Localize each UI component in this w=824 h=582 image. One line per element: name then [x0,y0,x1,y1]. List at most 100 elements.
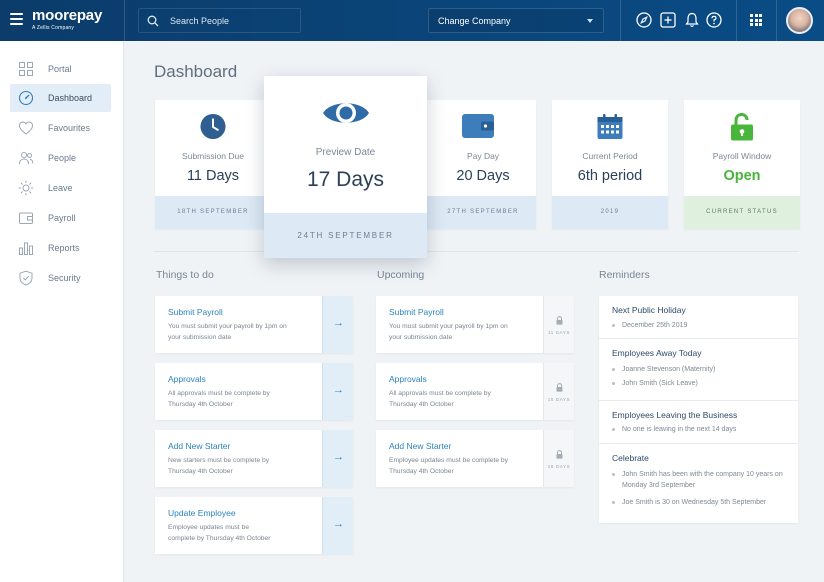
add-icon[interactable] [660,12,676,28]
sidebar-item-reports[interactable]: Reports [10,234,111,262]
task-title[interactable]: Approvals [389,374,427,384]
sidebar-item-security[interactable]: Security [10,264,111,292]
reminders-panel: Next Public Holiday December 25th 2019 E… [599,296,798,523]
days-remaining: 11 DAYS [547,330,571,335]
divider [154,251,799,252]
go-button[interactable]: → [322,430,353,487]
card-preview-date[interactable]: Preview Date 17 Days 24TH SEPTEMBER [264,76,427,258]
sidebar-item-favourites[interactable]: Favourites [10,114,111,142]
things-to-do-heading: Things to do [156,269,214,281]
todo-item-update-employee[interactable]: Update Employee Employee updates must be… [155,497,353,554]
task-title[interactable]: Add New Starter [389,441,452,451]
sidebar-item-label: Payroll [48,213,76,223]
days-remaining: 15 DAYS [547,397,571,402]
people-icon [19,152,34,165]
card-payroll-window[interactable]: Payroll Window Open CURRENT STATUS [684,100,800,229]
card-footer: 2019 [552,196,668,229]
divider [776,0,777,41]
lock-icon [556,383,563,392]
bar-chart-icon [19,242,33,255]
sidebar-item-label: People [48,153,77,163]
task-title[interactable]: Approvals [168,374,206,384]
sidebar-item-dashboard[interactable]: Dashboard [10,84,111,112]
sidebar-item-portal[interactable]: Portal [10,55,111,83]
reminder-heading: Next Public Holiday [612,305,686,315]
gauge-icon [18,90,34,106]
card-submission-due[interactable]: Submission Due 11 Days 18TH SEPTEMBER [155,100,271,229]
card-label: Payroll Window [712,151,772,161]
card-value: 20 Days [456,168,510,184]
upcoming-item-add-new-starter[interactable]: Add New Starter Employee updates must be… [376,430,574,487]
todo-item-approvals[interactable]: Approvals All approvals must be complete… [155,363,353,420]
upcoming-item-approvals[interactable]: Approvals All approvals must be complete… [376,363,574,420]
card-pay-day[interactable]: Pay Day 20 Days 27TH SEPTEMBER [420,100,536,229]
sidebar-item-label: Portal [48,64,72,74]
top-bar: moorepay A Zellis Company Search People C… [0,0,824,41]
calendar-icon [597,114,623,139]
sun-icon [18,180,34,196]
lock-icon [556,450,563,459]
reminder-heading: Employees Away Today [612,348,702,358]
apps-grid-icon[interactable] [750,14,762,26]
card-footer: 24TH SEPTEMBER [264,213,427,258]
divider [736,0,737,41]
sidebar-item-label: Dashboard [48,93,93,103]
card-current-period[interactable]: Current Period 6th period 2019 [552,100,668,229]
reminder-section: Next Public Holiday December 25th 2019 [599,296,798,339]
status-value: Open [723,168,761,184]
locked-status: 15 DAYS [543,363,574,420]
search-placeholder: Search People [170,16,230,26]
clock-icon [200,113,226,140]
compass-icon[interactable] [636,12,652,28]
sidebar-item-label: Leave [48,183,73,193]
reminder-heading: Employees Leaving the Business [612,410,738,420]
card-value: 11 Days [186,168,240,184]
arrow-right-icon: → [333,451,344,463]
divider [620,0,621,41]
card-footer: 27TH SEPTEMBER [420,196,536,229]
task-title[interactable]: Submit Payroll [389,307,444,317]
go-button[interactable]: → [322,363,353,420]
help-icon[interactable] [706,12,722,28]
change-company-label: Change Company [438,16,511,26]
lock-icon [556,316,563,325]
sidebar-item-leave[interactable]: Leave [10,174,111,202]
page-title: Dashboard [154,62,238,81]
card-label: Submission Due [182,151,244,161]
logo[interactable]: moorepay A Zellis Company [32,7,103,32]
reminder-section: Employees Away Today Joanne Stevenson (M… [599,339,798,401]
search-input[interactable]: Search People [138,8,301,33]
card-footer: CURRENT STATUS [684,196,800,229]
reminder-section: Celebrate John Smith has been with the c… [612,453,783,506]
bell-icon[interactable] [684,12,700,28]
task-description: New starters must be complete by Thursda… [168,457,270,475]
shield-icon [19,270,33,286]
go-button[interactable]: → [322,296,353,353]
user-avatar[interactable] [786,7,813,34]
arrow-right-icon: → [333,384,344,396]
grid-icon [19,62,33,76]
task-title[interactable]: Update Employee [168,508,236,518]
reminder-heading: Celebrate [612,453,649,463]
locked-status: 18 DAYS [543,430,574,487]
task-description: You must submit your payroll by 1pm on y… [168,323,287,341]
task-description: You must submit your payroll by 1pm on y… [389,323,508,341]
locked-status: 11 DAYS [543,296,574,353]
card-label: Pay Day [466,151,500,161]
sidebar-item-payroll[interactable]: Payroll [10,204,111,232]
todo-item-submit-payroll[interactable]: Submit Payroll You must submit your payr… [155,296,353,353]
sidebar-item-label: Reports [48,243,80,253]
upcoming-item-submit-payroll[interactable]: Submit Payroll You must submit your payr… [376,296,574,353]
task-description: All approvals must be complete by Thursd… [389,390,491,408]
sidebar-item-people[interactable]: People [10,144,111,172]
menu-icon[interactable] [10,13,23,26]
eye-icon [322,103,369,123]
change-company-select[interactable]: Change Company [428,8,604,33]
todo-item-add-new-starter[interactable]: Add New Starter New starters must be com… [155,430,353,487]
search-icon [147,15,159,27]
task-title[interactable]: Submit Payroll [168,307,223,317]
go-button[interactable]: → [322,497,353,554]
unlock-icon [731,113,753,141]
reminder-section: Employees Leaving the Business No one is… [599,401,798,444]
task-title[interactable]: Add New Starter [168,441,231,451]
